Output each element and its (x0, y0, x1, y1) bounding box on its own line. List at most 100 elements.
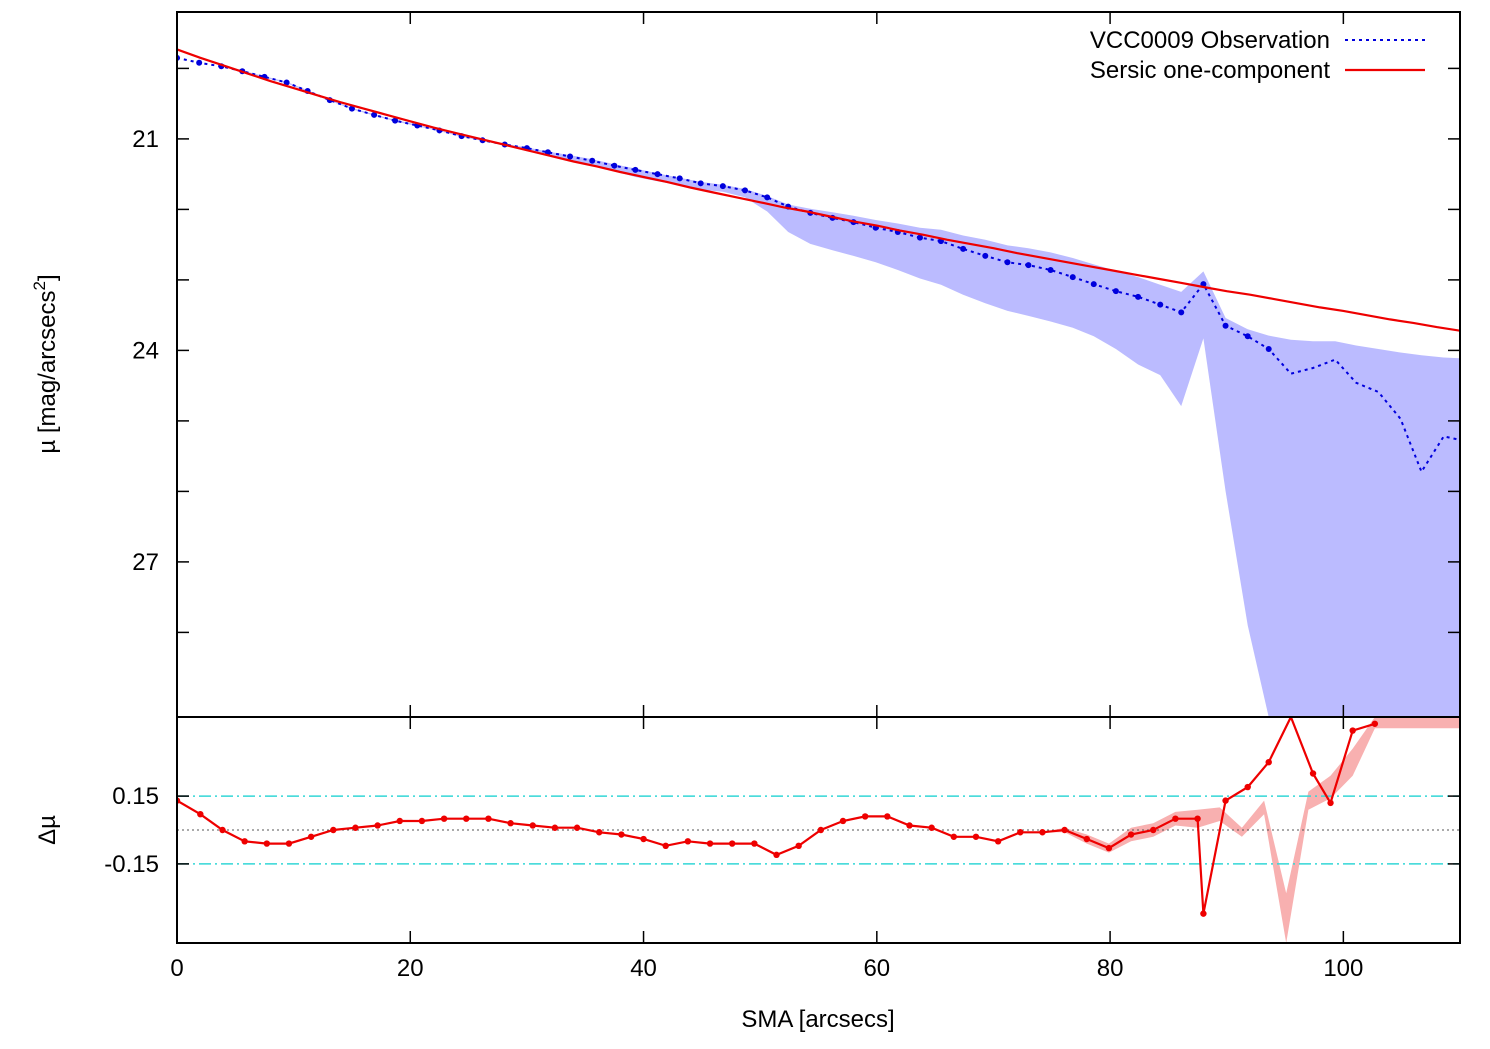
observation-point (982, 252, 989, 259)
residual-point (440, 815, 448, 822)
observation-point (697, 180, 704, 187)
residual-point (241, 838, 248, 845)
observation-point (348, 105, 355, 112)
residual-point (1150, 826, 1157, 834)
observation-point (1112, 288, 1119, 295)
y-tick-label: 24 (132, 337, 159, 364)
residual-point (374, 822, 381, 829)
observation-point (1047, 267, 1054, 274)
residual-point (396, 817, 403, 825)
bottom-panel-frame (176, 716, 1461, 944)
residual-point (950, 833, 957, 840)
residual-point (1244, 783, 1251, 791)
residual-point (861, 813, 869, 820)
residual-point (573, 824, 581, 831)
residual-point (352, 824, 359, 831)
residual-point (1172, 815, 1179, 822)
residual-point (884, 813, 891, 820)
observation-point (1265, 345, 1272, 352)
residual-point (728, 840, 736, 847)
x-tick-label: 0 (170, 955, 183, 982)
residual-point (751, 840, 758, 847)
observation-error-band (177, 57, 1460, 717)
residual-point (485, 815, 492, 822)
residual-point (596, 829, 603, 836)
observation-point (916, 234, 923, 241)
sersic-model-line (177, 48, 1460, 332)
x-tick-label: 40 (630, 955, 657, 982)
y-tick-label: 27 (132, 549, 159, 576)
observation-point (1004, 259, 1011, 266)
residual-y-tick-label: -0.15 (104, 851, 159, 878)
residual-point (529, 822, 536, 829)
residual-point (817, 826, 825, 834)
residual-point (839, 817, 847, 825)
residual-point (307, 833, 315, 840)
residual-point (662, 842, 669, 850)
top-lines-layer (177, 48, 1460, 474)
observation-point (960, 245, 967, 252)
y-tick-label: 21 (132, 126, 159, 153)
observation-point (283, 79, 290, 86)
residual-point (618, 831, 625, 838)
observation-point (1025, 262, 1032, 269)
observation-point (676, 175, 683, 182)
residual-point (994, 838, 1002, 845)
residual-point (1039, 829, 1046, 836)
observation-point (1222, 322, 1229, 329)
axis-labels: µ [mag/arcsecs2] Δµ SMA [arcsecs] (30, 274, 895, 1033)
residual-point (1265, 759, 1272, 766)
residual-point (330, 826, 337, 834)
residual-point (773, 851, 780, 859)
residual-point (263, 840, 271, 847)
observation-point (589, 157, 596, 164)
residual-point (1127, 831, 1135, 838)
residual-point (1061, 826, 1068, 834)
residual-point (1327, 799, 1334, 807)
observation-point (1135, 293, 1142, 300)
x-tick-label: 80 (1097, 955, 1124, 982)
residual-point (551, 824, 559, 831)
top-y-axis-label: µ [mag/arcsecs2] (30, 274, 61, 453)
observation-point (632, 166, 639, 173)
residual-point (972, 833, 980, 840)
observation-point (567, 153, 574, 160)
observation-error-band-layer (177, 57, 1460, 717)
residual-y-tick-label: 0.15 (112, 783, 159, 810)
residual-point (1194, 815, 1201, 822)
residual-point (507, 820, 514, 827)
residual-point (463, 815, 470, 822)
legend-label-observation: VCC0009 Observation (1090, 27, 1330, 54)
residual-point (706, 840, 714, 847)
observation-point (196, 59, 203, 66)
observation-point (1069, 274, 1076, 281)
x-tick-label: 100 (1323, 955, 1363, 982)
residual-point (795, 842, 802, 850)
x-axis-label: SMA [arcsecs] (741, 1006, 894, 1033)
residual-lines-layer (177, 717, 1379, 917)
observation-point (1157, 301, 1164, 308)
observation-point (1090, 281, 1097, 288)
residual-point (285, 840, 293, 847)
residual-point (1105, 844, 1113, 852)
axis-ticks: 0 20 40 60 80 100 21 24 27 0.15 -0.15 (104, 12, 1460, 982)
observation-point (1244, 333, 1251, 340)
residual-point (1200, 910, 1207, 917)
residual-point (219, 826, 226, 834)
residual-point (1083, 835, 1090, 843)
residual-point (1349, 727, 1356, 734)
residual-point (197, 810, 204, 818)
observation-point (1178, 309, 1185, 316)
observation-point (654, 171, 661, 178)
residual-point (1309, 770, 1317, 777)
axes-frame (176, 11, 1461, 944)
residual-point (418, 817, 426, 825)
observation-point (392, 117, 399, 124)
residual-point (906, 822, 913, 829)
residual-point (640, 835, 647, 843)
residual-point (1222, 797, 1229, 804)
observation-point (719, 183, 726, 190)
legend: VCC0009 Observation Sersic one-component (1090, 27, 1425, 84)
